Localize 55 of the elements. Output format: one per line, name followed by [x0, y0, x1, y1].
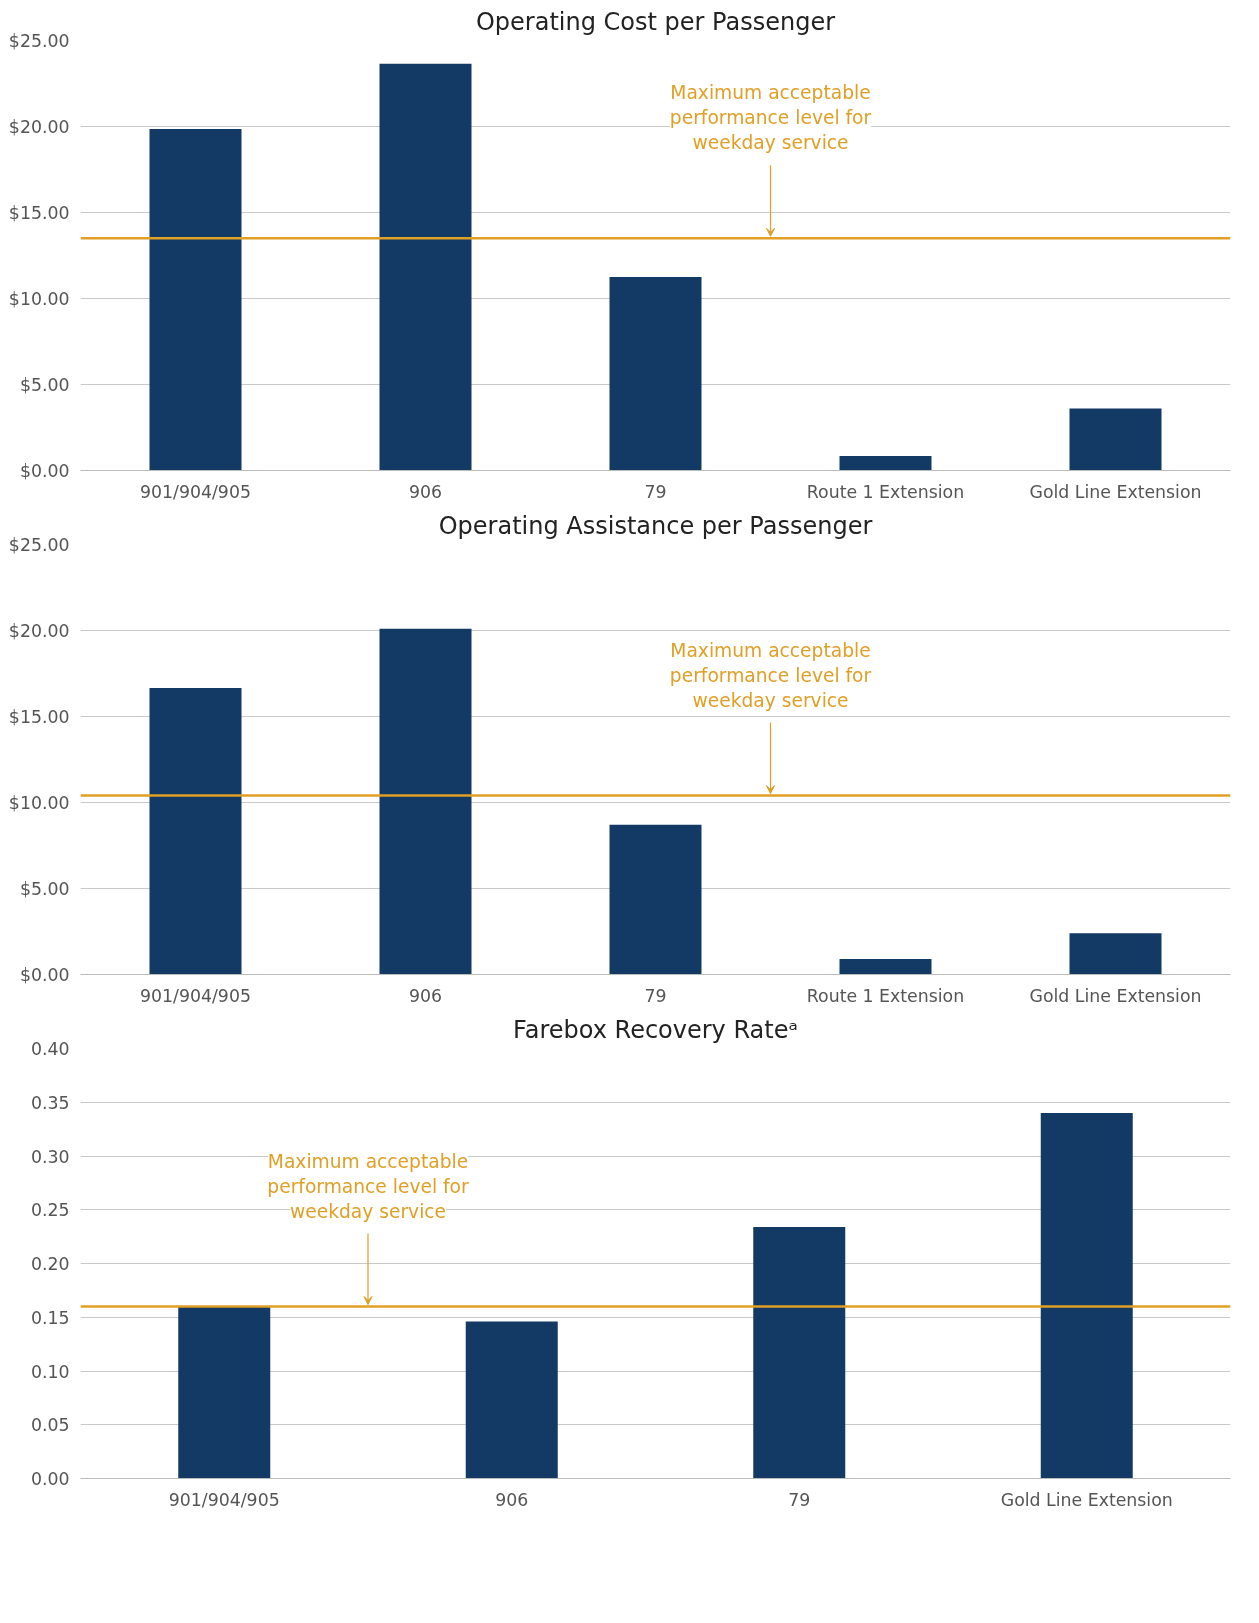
y-tick-label: 0.25: [30, 1200, 70, 1221]
bar: [1040, 1113, 1133, 1479]
y-tick-label: 0.30: [30, 1146, 70, 1167]
bar: [1069, 933, 1162, 975]
ref-line-label: Maximum acceptable performance level for weekday service: [669, 82, 872, 154]
bar: [839, 959, 932, 975]
y-tick-label: 0.40: [30, 1039, 70, 1059]
y-tick-label: 0.20: [30, 1254, 70, 1274]
y-tick-label: 0.10: [30, 1361, 70, 1382]
bar: [379, 628, 472, 975]
x-tick-label: Gold Line Extension: [1029, 985, 1202, 1006]
y-tick-label: $0.00: [19, 460, 70, 481]
y-tick-label: $20.00: [8, 620, 70, 641]
chart-title: Operating Assistance per Passenger: [438, 511, 873, 540]
y-tick-label: $10.00: [8, 792, 70, 813]
y-tick-label: 0.35: [30, 1092, 70, 1113]
y-tick-label: $5.00: [19, 878, 70, 899]
bar: [1069, 408, 1162, 471]
y-tick-label: $5.00: [19, 374, 70, 395]
y-tick-label: $15.00: [8, 202, 70, 223]
y-tick-label: 0.05: [30, 1415, 70, 1436]
y-tick-label: $20.00: [8, 116, 70, 137]
y-tick-label: 0.15: [30, 1307, 70, 1328]
x-tick-label: Gold Line Extension: [1029, 481, 1202, 502]
x-tick-label: 901/904/905: [168, 1489, 280, 1510]
x-tick-label: 901/904/905: [140, 985, 251, 1006]
y-tick-label: $10.00: [8, 288, 70, 309]
bar: [379, 63, 472, 471]
bar: [753, 1226, 846, 1479]
bar: [609, 824, 702, 975]
bar: [149, 688, 242, 975]
ref-line-label: Maximum acceptable performance level for weekday service: [669, 639, 872, 711]
y-tick-label: $15.00: [8, 706, 70, 727]
x-tick-label: 79: [644, 481, 667, 502]
chart-title: Farebox Recovery Rateᵃ: [513, 1015, 798, 1044]
bar: [609, 277, 702, 471]
x-tick-label: Gold Line Extension: [1000, 1489, 1173, 1510]
bar: [465, 1321, 558, 1479]
x-tick-label: Route 1 Extension: [806, 481, 965, 502]
ref-line-label: Maximum acceptable performance level for weekday service: [267, 1150, 470, 1222]
x-tick-label: 906: [408, 481, 443, 502]
y-tick-label: $0.00: [19, 964, 70, 985]
y-tick-label: $25.00: [8, 30, 70, 51]
bar: [839, 455, 932, 471]
x-tick-label: 79: [788, 1489, 811, 1510]
x-tick-label: Route 1 Extension: [806, 985, 965, 1006]
x-tick-label: 901/904/905: [140, 481, 251, 502]
x-tick-label: 906: [408, 985, 443, 1006]
x-tick-label: 906: [495, 1489, 529, 1510]
bar: [149, 129, 242, 471]
x-tick-label: 79: [644, 985, 667, 1006]
bar: [178, 1306, 271, 1479]
y-tick-label: 0.00: [30, 1469, 70, 1489]
y-tick-label: $25.00: [8, 534, 70, 555]
chart-title: Operating Cost per Passenger: [475, 7, 836, 36]
